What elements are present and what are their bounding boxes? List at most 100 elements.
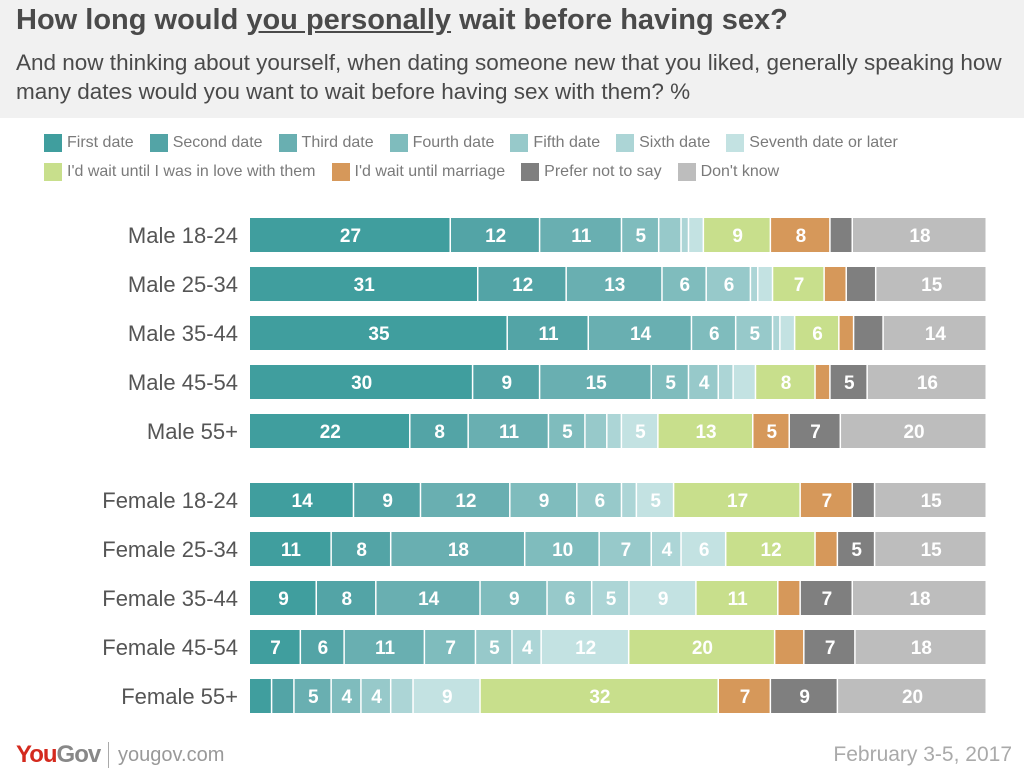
data-label: 7 — [794, 275, 805, 296]
data-label: 6 — [709, 324, 720, 345]
data-label: 15 — [921, 275, 943, 296]
data-label: 18 — [909, 589, 930, 610]
bar-segment-seventh-date-or-later — [780, 316, 794, 350]
data-label: 4 — [341, 687, 352, 708]
bar-segment-sixth-date — [751, 267, 758, 301]
bar-segment-fourth-date — [425, 630, 475, 664]
legend-swatch — [44, 133, 62, 152]
yougov-logo: YouGov — [16, 741, 102, 769]
bar-segment-i-d-wait-until-marriage — [753, 414, 789, 448]
logo-you: You — [16, 741, 58, 768]
data-label: 6 — [318, 638, 329, 659]
bar-segment-sixth-date — [773, 316, 780, 350]
bar-segment-first-date — [250, 532, 331, 566]
legend-swatch — [389, 133, 408, 152]
bar-segment-sixth-date — [512, 630, 541, 664]
legend-swatch — [616, 133, 635, 152]
legend-swatch — [278, 133, 297, 152]
bar-segment-first-date — [250, 630, 300, 664]
data-label: 6 — [680, 275, 691, 296]
bar-segment-i-d-wait-until-marriage — [778, 581, 800, 615]
bar-segment-i-d-wait-until-i-was-in-love-with-them — [726, 532, 815, 566]
bar-segment-seventh-date-or-later — [758, 267, 772, 301]
bar-segment-first-date — [250, 483, 353, 517]
bar-segment-sixth-date — [681, 218, 688, 252]
category-label: Male 25-34 — [128, 272, 238, 297]
bar-segment-first-date — [250, 679, 271, 713]
data-label: 7 — [445, 638, 456, 659]
category-label: Female 18-24 — [102, 488, 238, 513]
bar-segment-don-t-know — [867, 365, 986, 399]
bar-segment-don-t-know — [875, 532, 986, 566]
bar-segment-seventh-date-or-later — [541, 630, 628, 664]
data-label: 5 — [844, 373, 855, 394]
bar-segment-i-d-wait-until-marriage — [719, 679, 770, 713]
bar-segment-second-date — [410, 414, 468, 448]
legend-swatch — [149, 133, 168, 152]
chart-subtitle: And now thinking about yourself, when da… — [16, 50, 1002, 104]
data-label: 5 — [766, 422, 777, 443]
title-part: wait before having sex? — [451, 4, 788, 36]
bar-segment-fourth-date — [331, 679, 361, 713]
legend-label: Don't know — [700, 162, 780, 180]
category-label: Male 18-24 — [128, 223, 238, 248]
data-label: 18 — [909, 226, 930, 247]
bar-segment-sixth-date — [719, 365, 733, 399]
legend: First date Second date Third date Fourth da… — [44, 128, 1024, 186]
data-label: 13 — [604, 275, 625, 296]
data-label: 20 — [902, 687, 923, 708]
legend-row: I'd wait until I was in love with them I'… — [44, 157, 1024, 186]
bar-segment-prefer-not-to-say — [854, 316, 883, 350]
bar-segment-seventh-date-or-later — [622, 414, 658, 448]
data-label: 14 — [292, 491, 314, 512]
data-label: 18 — [448, 540, 469, 561]
bar-segment-fifth-date — [659, 218, 681, 252]
bar-segment-sixth-date — [622, 483, 636, 517]
legend-row: First date Second date Third date Fourth da… — [44, 128, 1024, 157]
bar-segment-third-date — [589, 316, 691, 350]
bar-segment-second-date — [478, 267, 566, 301]
data-label: 5 — [851, 540, 862, 561]
chart-title: How long would you personally wait befor… — [16, 4, 788, 37]
bar-segment-third-date — [540, 218, 621, 252]
bar-segment-second-date — [507, 316, 588, 350]
bar-segment-fourth-date — [525, 532, 599, 566]
data-label: 12 — [485, 226, 506, 247]
bar-segment-fifth-date — [577, 483, 621, 517]
data-label: 14 — [418, 589, 440, 610]
bar-segment-don-t-know — [876, 267, 986, 301]
bar-segment-fourth-date — [692, 316, 735, 350]
data-label: 18 — [911, 638, 932, 659]
data-label: 4 — [371, 687, 382, 708]
data-label: 11 — [281, 540, 302, 561]
data-label: 4 — [662, 540, 673, 561]
bar-segment-sixth-date — [391, 679, 413, 713]
bar-segment-prefer-not-to-say — [804, 630, 855, 664]
bar-segment-first-date — [250, 365, 472, 399]
bar-segment-fifth-date — [706, 267, 750, 301]
logo-gov: Gov — [56, 741, 102, 768]
bar-segment-i-d-wait-until-i-was-in-love-with-them — [756, 365, 815, 399]
data-label: 11 — [728, 589, 749, 610]
data-label: 9 — [509, 589, 520, 610]
data-label: 32 — [589, 687, 610, 708]
data-label: 13 — [695, 422, 716, 443]
bar-segment-first-date — [250, 267, 477, 301]
header: How long would you personally wait befor… — [0, 0, 1024, 118]
data-label: 7 — [621, 540, 632, 561]
bar-segment-prefer-not-to-say — [838, 532, 874, 566]
data-label: 9 — [278, 589, 289, 610]
bar-segment-don-t-know — [853, 218, 986, 252]
data-label: 17 — [727, 491, 748, 512]
data-label: 14 — [630, 324, 652, 345]
bar-segment-third-date — [344, 630, 424, 664]
legend-item: I'd wait until marriage — [331, 162, 505, 181]
bar-segment-fourth-date — [622, 218, 658, 252]
legend-label: Sixth date — [639, 133, 711, 151]
bar-segment-second-date — [317, 581, 376, 615]
bar-segment-seventh-date-or-later — [413, 679, 480, 713]
data-label: 5 — [489, 638, 500, 659]
legend-swatch — [331, 162, 350, 181]
footer-url[interactable]: yougov.com — [118, 744, 225, 766]
data-label: 12 — [455, 491, 476, 512]
